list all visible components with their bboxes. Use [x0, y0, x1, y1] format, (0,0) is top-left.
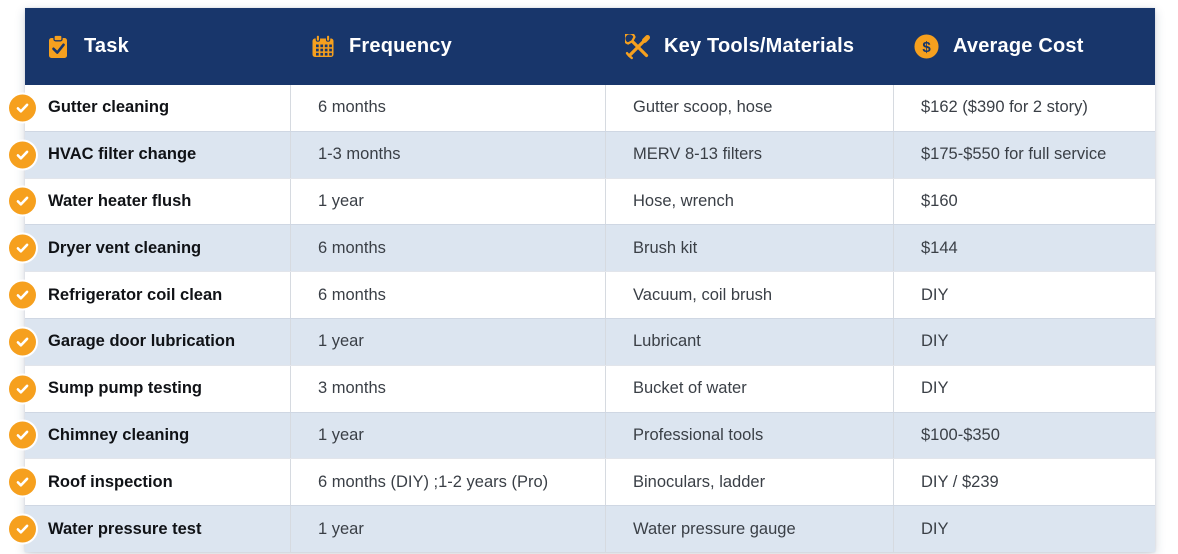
- header-cell-task: Task: [25, 8, 290, 85]
- task-cell: Gutter cleaning: [9, 85, 290, 131]
- calendar-icon: [310, 34, 336, 60]
- task-cell: Water pressure test: [9, 506, 290, 552]
- tools-cell: Bucket of water: [605, 365, 893, 412]
- header-label-frequency: Frequency: [349, 35, 452, 57]
- task-label: Water heater flush: [48, 191, 192, 210]
- check-icon: [9, 141, 36, 169]
- frequency-cell: 6 months (DIY) ;1-2 years (Pro): [290, 459, 605, 506]
- task-cell: Refrigerator coil clean: [9, 272, 290, 318]
- clipboard-check-icon: [45, 34, 71, 60]
- task-cell: Sump pump testing: [9, 366, 290, 412]
- maintenance-table: Task Frequency: [9, 8, 1155, 552]
- check-icon: [9, 468, 36, 496]
- header-cell-frequency: Frequency: [290, 8, 605, 85]
- frequency-cell: 1 year: [290, 318, 605, 365]
- frequency-cell: 6 months: [290, 85, 605, 131]
- check-icon: [9, 187, 36, 215]
- task-label: Water pressure test: [48, 519, 202, 538]
- check-icon: [9, 328, 36, 356]
- table-row: Sump pump testing 3 months Bucket of wat…: [9, 364, 1155, 412]
- cost-cell: $160: [893, 178, 1155, 225]
- table-row: HVAC filter change 1-3 months MERV 8-13 …: [9, 130, 1155, 178]
- tools-cell: Vacuum, coil brush: [605, 272, 893, 318]
- tools-cell: Brush kit: [605, 225, 893, 272]
- task-label: HVAC filter change: [48, 145, 197, 164]
- tools-cell: MERV 8-13 filters: [605, 131, 893, 178]
- tools-cell: Gutter scoop, hose: [605, 85, 893, 131]
- task-cell: Chimney cleaning: [9, 413, 290, 459]
- task-label: Chimney cleaning: [48, 425, 190, 444]
- header-label-tools: Key Tools/Materials: [664, 35, 855, 57]
- crossed-tools-icon: [625, 33, 651, 60]
- svg-text:$: $: [922, 39, 931, 56]
- task-cell: Roof inspection: [9, 459, 290, 505]
- cost-cell: DIY / $239: [893, 459, 1155, 506]
- cost-cell: DIY: [893, 506, 1155, 552]
- header-label-cost: Average Cost: [953, 35, 1084, 57]
- cost-cell: DIY: [893, 365, 1155, 412]
- tools-cell: Water pressure gauge: [605, 506, 893, 552]
- frequency-cell: 6 months: [290, 272, 605, 318]
- frequency-cell: 1 year: [290, 506, 605, 552]
- cost-cell: DIY: [893, 272, 1155, 318]
- table-body: Gutter cleaning 6 months Gutter scoop, h…: [9, 85, 1155, 552]
- frequency-cell: 3 months: [290, 365, 605, 412]
- check-icon: [9, 375, 36, 403]
- table-row: Garage door lubrication 1 year Lubricant…: [9, 317, 1155, 365]
- task-label: Refrigerator coil clean: [48, 285, 223, 304]
- check-icon: [9, 94, 36, 122]
- table-header: Task Frequency: [25, 8, 1155, 85]
- check-icon: [9, 234, 36, 262]
- cost-cell: DIY: [893, 318, 1155, 365]
- table-row: Chimney cleaning 1 year Professional too…: [9, 411, 1155, 459]
- tools-cell: Professional tools: [605, 412, 893, 459]
- tools-cell: Hose, wrench: [605, 178, 893, 225]
- table-row: Dryer vent cleaning 6 months Brush kit $…: [9, 224, 1155, 272]
- table-row: Water pressure test 1 year Water pressur…: [9, 505, 1155, 552]
- cost-cell: $162 ($390 for 2 story): [893, 85, 1155, 131]
- frequency-cell: 1 year: [290, 412, 605, 459]
- cost-cell: $144: [893, 225, 1155, 272]
- task-cell: Garage door lubrication: [9, 319, 290, 365]
- cost-cell: $100-$350: [893, 412, 1155, 459]
- frequency-cell: 1 year: [290, 178, 605, 225]
- frequency-cell: 1-3 months: [290, 131, 605, 178]
- check-icon: [9, 281, 36, 309]
- check-icon: [9, 421, 36, 449]
- table-row: Gutter cleaning 6 months Gutter scoop, h…: [9, 85, 1155, 131]
- check-icon: [9, 515, 36, 543]
- frequency-cell: 6 months: [290, 225, 605, 272]
- task-label: Sump pump testing: [48, 379, 202, 398]
- table-row: Refrigerator coil clean 6 months Vacuum,…: [9, 271, 1155, 318]
- task-label: Dryer vent cleaning: [48, 238, 202, 257]
- cost-cell: $175-$550 for full service: [893, 131, 1155, 178]
- header-cell-tools: Key Tools/Materials: [605, 8, 893, 85]
- task-label: Garage door lubrication: [48, 332, 236, 351]
- header-label-task: Task: [84, 35, 129, 57]
- task-cell: Dryer vent cleaning: [9, 225, 290, 271]
- task-label: Roof inspection: [48, 472, 173, 491]
- task-cell: HVAC filter change: [9, 132, 290, 178]
- header-cell-cost: $ Average Cost: [893, 8, 1155, 85]
- dollar-coin-icon: $: [913, 33, 940, 60]
- task-label: Gutter cleaning: [48, 98, 170, 117]
- tools-cell: Binoculars, ladder: [605, 459, 893, 506]
- tools-cell: Lubricant: [605, 318, 893, 365]
- table-row: Roof inspection 6 months (DIY) ;1-2 year…: [9, 458, 1155, 506]
- table-row: Water heater flush 1 year Hose, wrench $…: [9, 177, 1155, 225]
- task-cell: Water heater flush: [9, 179, 290, 225]
